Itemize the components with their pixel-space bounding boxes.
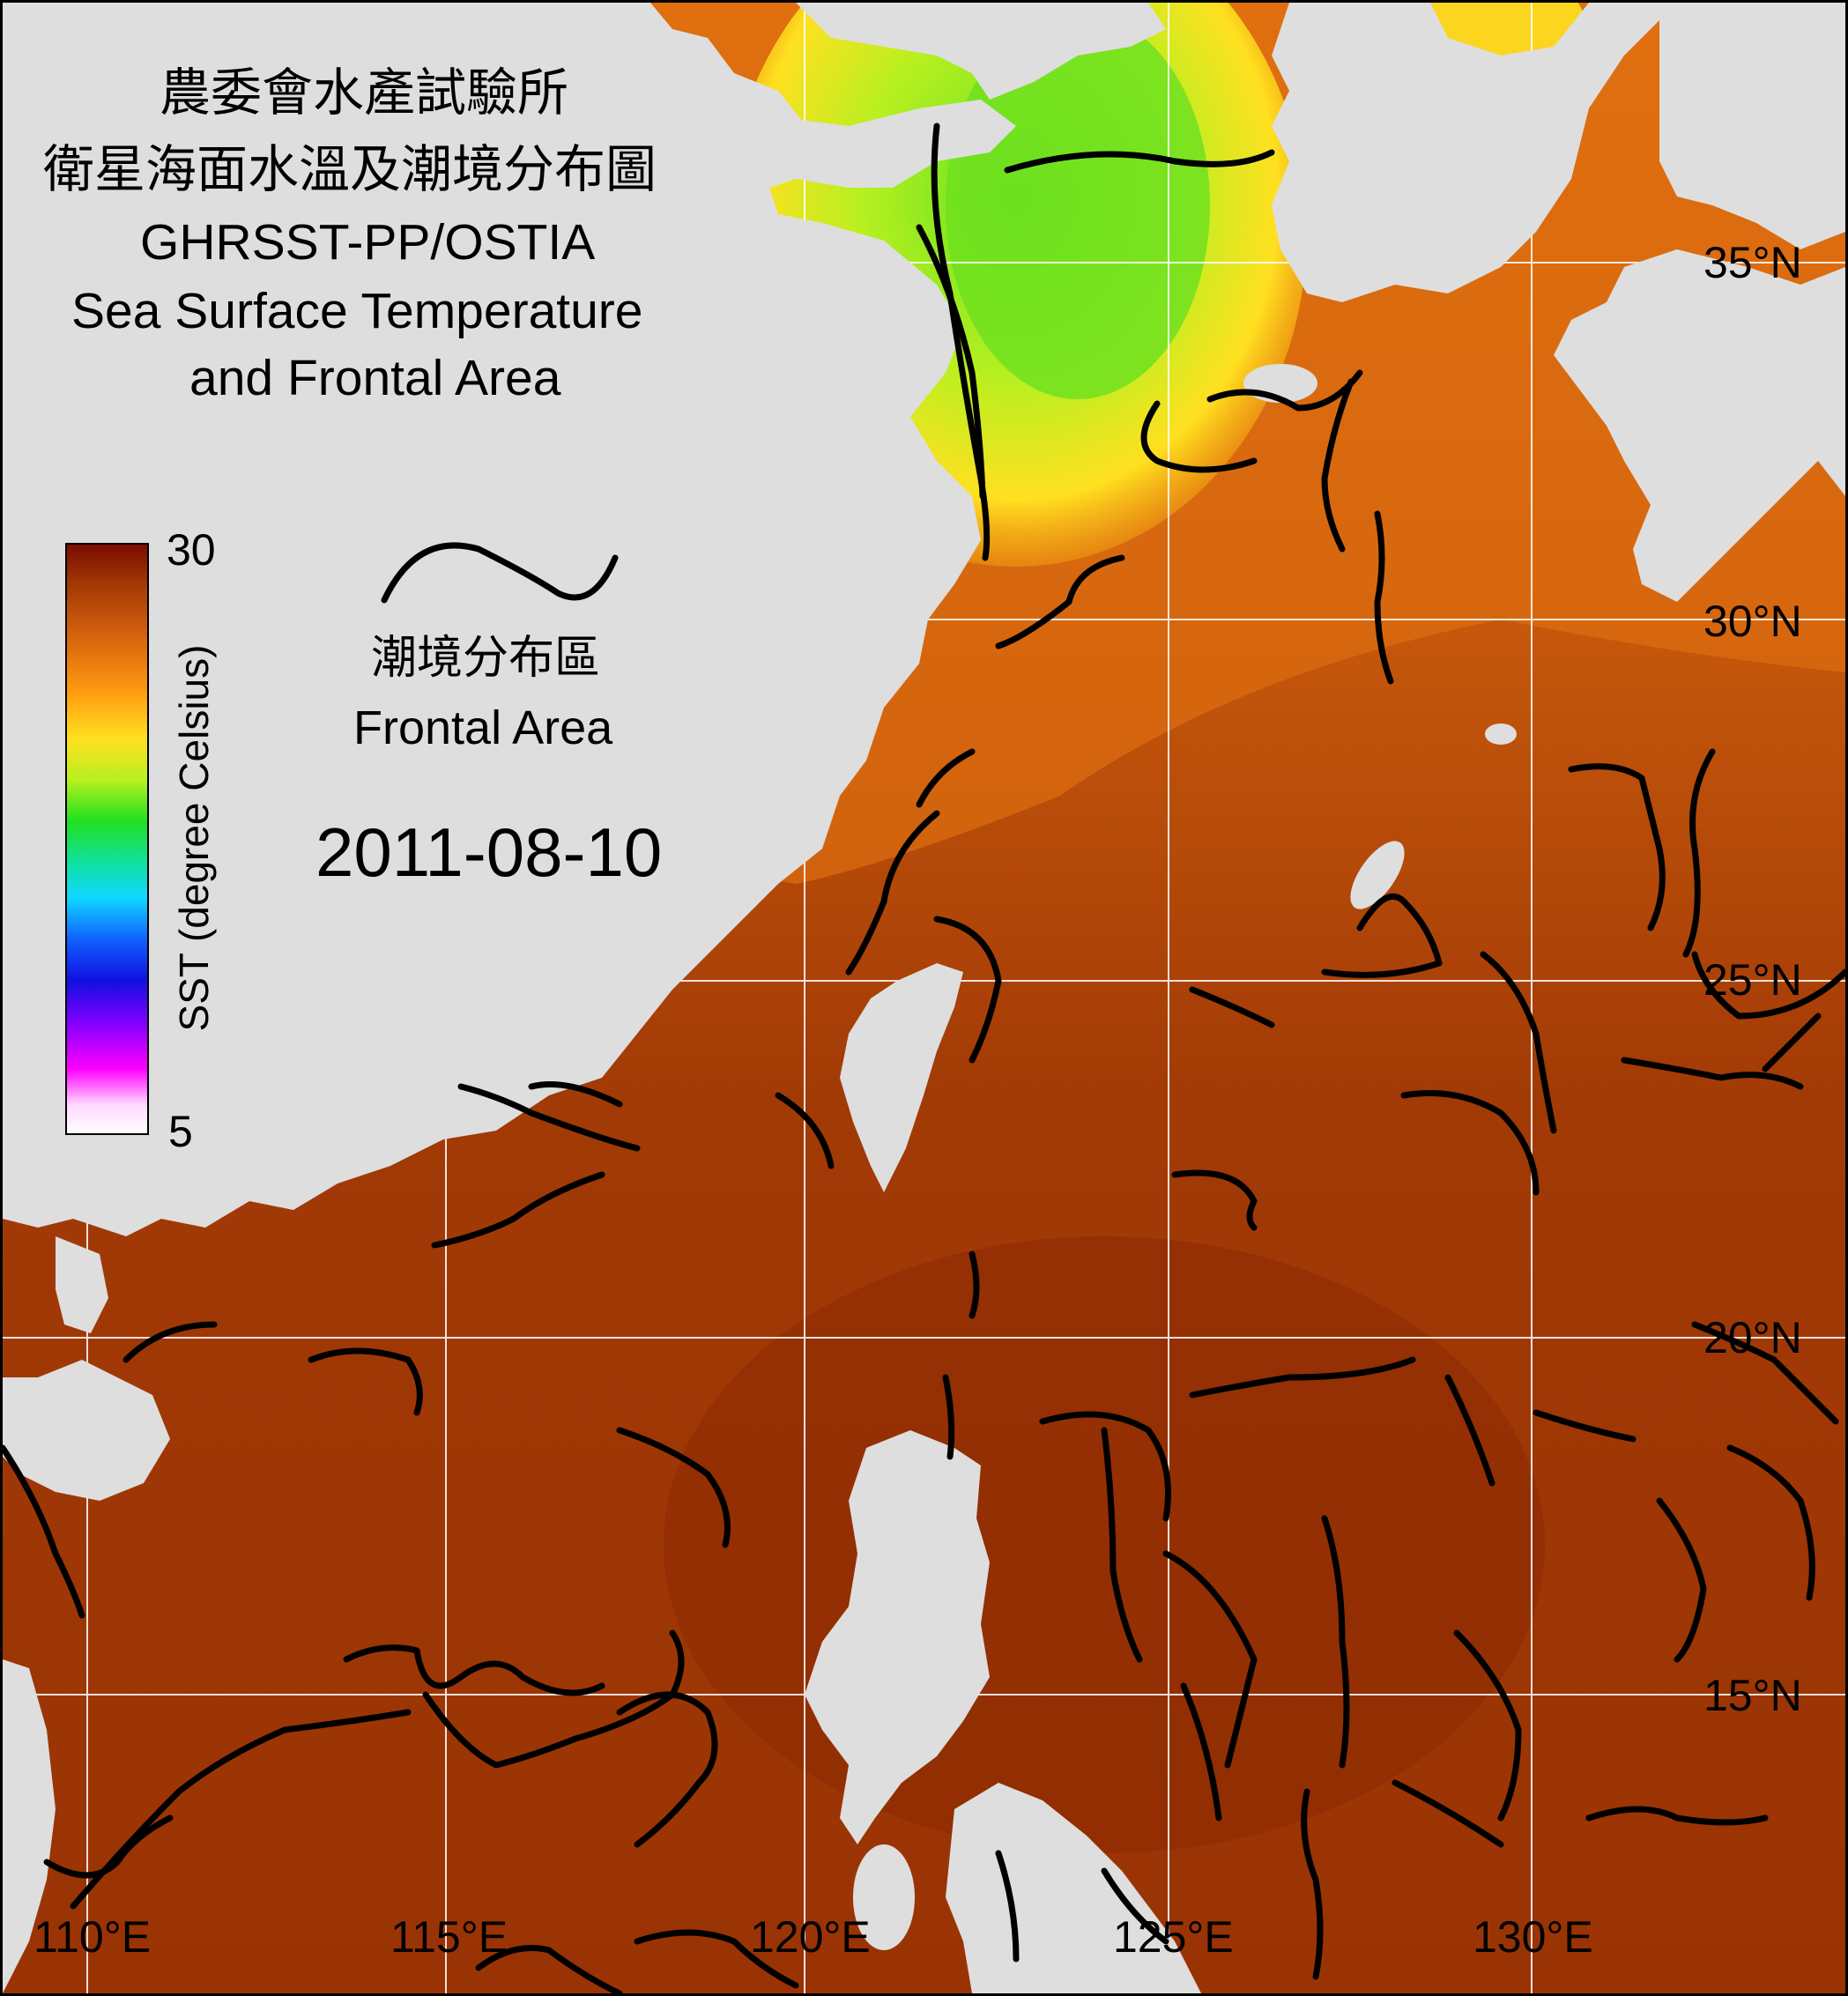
front-line [422,1629,685,1769]
land-korea [1272,3,1659,302]
front-line [1374,510,1394,685]
land-vietnam [3,1659,56,1993]
front-line [1691,951,1845,1020]
front-line [122,1321,218,1363]
front-line [457,1083,641,1152]
front-line [343,1644,605,1696]
front-line [1189,1356,1416,1399]
front-legend-swatch [381,542,619,604]
front-line [1762,1013,1822,1072]
front-line [1039,1411,1171,1522]
front-line [1691,1321,1839,1425]
colorbar-max-label: 30 [167,525,216,575]
front-line [1568,763,1666,931]
front-line [931,122,991,561]
front-line [528,1081,623,1108]
front-line [1301,1788,1324,1980]
front-line [1206,369,1363,412]
land-taiwan [840,963,963,1192]
front-line [1162,1550,1258,1769]
land-shandong [778,100,1016,188]
front-line [969,1250,980,1319]
front-line [995,554,1125,649]
front-line [634,1929,799,1989]
land-japan-north [1659,3,1845,249]
front-line [1356,893,1443,967]
front-line [1444,1374,1495,1487]
front-line [616,1691,718,1848]
front-line [1321,960,1443,978]
front-line [1140,400,1258,473]
front-line [845,810,940,976]
lat-label-30n: 30°N [1703,597,1802,646]
lat-label-35n: 35°N [1703,238,1802,287]
front-line [308,1347,423,1416]
sea-warm-pool [664,1236,1545,1853]
front-line [1453,1629,1522,1822]
land-visayas [946,1783,1201,1993]
front-line [1004,149,1275,174]
title-zh-line2: 衛星海面水溫及潮境分布圖 [43,139,657,199]
land-island-small-2 [1485,723,1517,745]
front-line [3,1444,85,1619]
front-line [616,1427,731,1548]
front-line [1392,1779,1504,1848]
lat-label-20n: 20°N [1703,1313,1802,1362]
colorbar-gradient [65,543,149,1135]
colorbar-min-label: 5 [168,1107,193,1156]
front-line [1180,1682,1222,1822]
land-island-small-1 [1350,841,1405,909]
front-line [1101,1427,1143,1663]
lon-label-110e: 110°E [33,1912,152,1962]
front-line [916,224,986,500]
front-line [1682,748,1716,958]
title-en-line3: GHRSST-PP/OSTIA [140,214,596,271]
front-line [1171,1169,1258,1231]
front-line [916,748,976,808]
front-line [1480,951,1557,1134]
front-line [1321,1515,1350,1769]
colorbar-axis-label: SST (degree Celsius) [171,644,217,1032]
lon-label-125e: 125°E [1113,1912,1234,1962]
yellow-sea-core [946,11,1210,399]
front-line [775,1092,835,1169]
land-mindoro [853,1844,915,1950]
land-china [3,3,981,1236]
front-line [1189,986,1275,1028]
front-legend-label-zh: 潮境分布區 [371,632,601,685]
front-line [942,1374,955,1460]
land-luzon [805,1430,990,1844]
front-line [1621,1057,1804,1090]
front-line [1585,1806,1769,1826]
land-hainan [3,1360,170,1501]
land-liaodong [796,3,1166,100]
front-line [475,1945,623,1993]
frontal-lines [3,122,1845,1993]
front-line [1656,1497,1707,1663]
front-line [933,916,1002,1064]
front-line [1321,378,1354,553]
land-leizhou [56,1236,108,1333]
front-line [43,1814,174,1879]
front-line [1533,1409,1636,1443]
front-legend-label-en: Frontal Area [353,701,613,754]
front-line [1101,1867,1169,1945]
lat-label-15n: 15°N [1703,1671,1802,1720]
front-line [1726,1444,1815,1601]
lon-label-115e: 115°E [390,1912,508,1962]
lon-label-120e: 120°E [750,1912,871,1962]
title-zh-line1: 農委會水產試驗所 [160,63,569,122]
front-line [995,1850,1020,1963]
sst-map [3,3,1845,1993]
lat-label-25n: 25°N [1703,955,1802,1005]
map-date: 2011-08-10 [315,813,663,891]
lon-label-130e: 130°E [1473,1912,1593,1962]
land-japan [1554,249,1845,602]
title-en-line5: and Frontal Area [189,350,561,406]
title-en-line4: Sea Surface Temperature [71,283,643,339]
front-line [1400,1090,1540,1196]
front-line [431,1171,605,1249]
